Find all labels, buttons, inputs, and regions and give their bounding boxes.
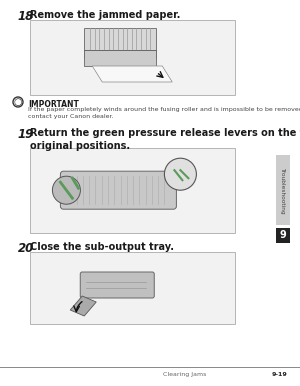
Text: Remove the jammed paper.: Remove the jammed paper. xyxy=(30,10,180,20)
Text: 9: 9 xyxy=(280,230,286,240)
FancyBboxPatch shape xyxy=(60,171,176,209)
Bar xyxy=(276,155,290,225)
Polygon shape xyxy=(70,296,96,316)
Text: 19: 19 xyxy=(18,128,34,141)
FancyBboxPatch shape xyxy=(80,272,154,298)
Bar xyxy=(30,252,235,324)
Text: 20: 20 xyxy=(18,242,34,255)
Text: 9-19: 9-19 xyxy=(272,372,288,377)
Text: Clearing Jams: Clearing Jams xyxy=(163,372,207,377)
Text: IMPORTANT: IMPORTANT xyxy=(28,100,79,109)
Text: Return the green pressure release levers on the fuser unit to their
original pos: Return the green pressure release levers… xyxy=(30,128,300,151)
Text: If the paper completely winds around the fusing roller and is impossible to be r: If the paper completely winds around the… xyxy=(28,107,300,119)
Text: 18: 18 xyxy=(18,10,34,23)
Circle shape xyxy=(164,158,196,190)
Bar xyxy=(276,228,290,243)
Text: ○: ○ xyxy=(14,97,22,107)
Text: Close the sub-output tray.: Close the sub-output tray. xyxy=(30,242,174,252)
FancyBboxPatch shape xyxy=(84,50,156,66)
FancyBboxPatch shape xyxy=(84,28,156,58)
Bar xyxy=(30,20,235,95)
Circle shape xyxy=(52,176,80,204)
Bar xyxy=(30,148,235,233)
Polygon shape xyxy=(92,66,172,82)
Circle shape xyxy=(13,97,23,107)
Text: Troubleshooting: Troubleshooting xyxy=(280,167,286,213)
